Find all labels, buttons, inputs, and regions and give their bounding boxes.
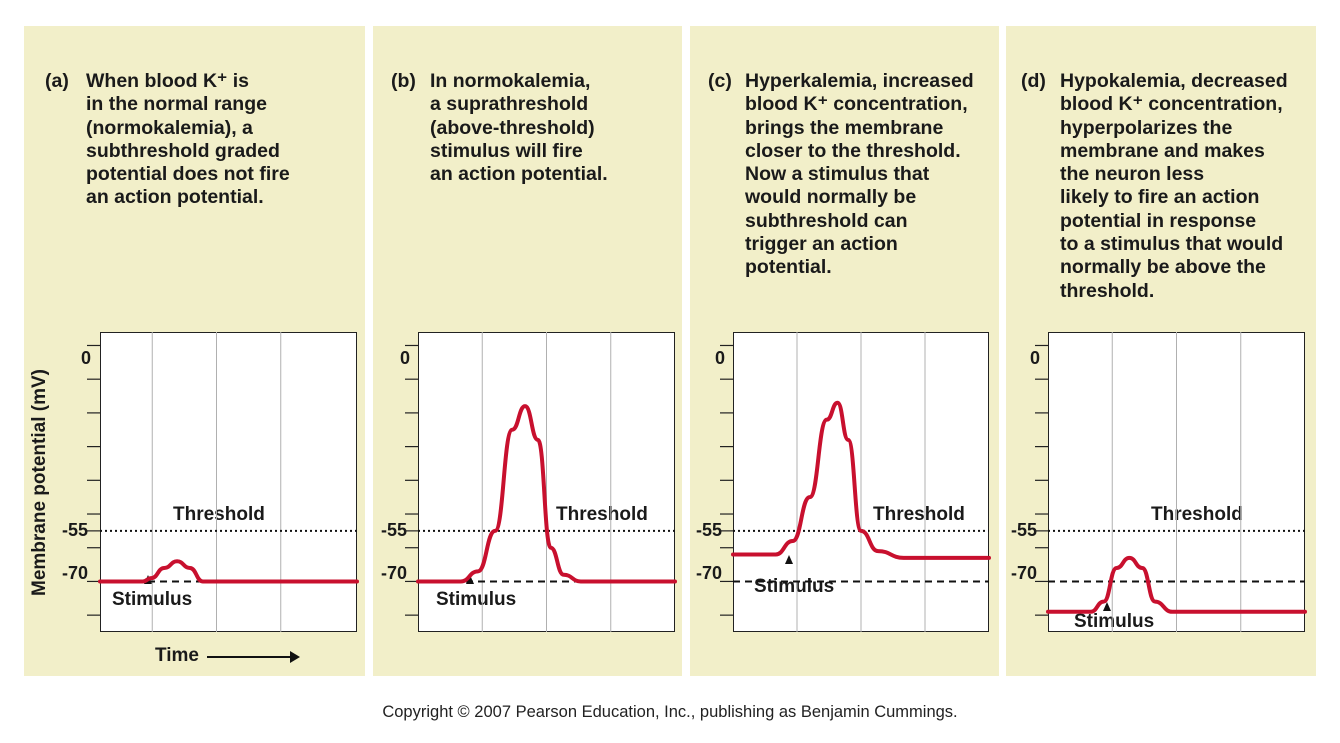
tick-label-55: -55 (381, 520, 408, 540)
tick-label-0: 0 (400, 348, 411, 368)
threshold-label: Threshold (556, 504, 648, 525)
panel-d-label: (d) (1021, 70, 1046, 92)
panel-d-text: Hypokalemia, decreased blood K⁺ concentr… (1060, 70, 1288, 302)
tick-label-55: -55 (696, 520, 723, 540)
membrane-trace (98, 559, 359, 584)
tick-label-0: 0 (715, 348, 726, 368)
tick-label-70: -70 (1011, 563, 1038, 583)
membrane-trace (416, 404, 677, 584)
threshold-label: Threshold (173, 504, 265, 525)
tick-label-0: 0 (1030, 348, 1041, 368)
membrane-trace (731, 400, 991, 560)
tick-label-70: -70 (381, 563, 408, 583)
panel-b-text: In normokalemia, a suprathreshold (above… (430, 70, 608, 186)
threshold-label: Threshold (1151, 504, 1243, 525)
tick-label-70: -70 (62, 563, 89, 583)
tick-label-55: -55 (1011, 520, 1038, 540)
tick-label-55: -55 (62, 520, 89, 540)
panel-a-label: (a) (45, 70, 69, 92)
time-arrowhead-icon (290, 651, 300, 663)
stimulus-arrow-icon (466, 575, 474, 584)
time-arrow-line (207, 656, 293, 658)
panel-b-label: (b) (391, 70, 416, 92)
membrane-trace (1046, 555, 1307, 614)
panel-c-text: Hyperkalemia, increased blood K⁺ concent… (745, 70, 974, 279)
tick-label-0: 0 (81, 348, 92, 368)
x-axis-label: Time (155, 645, 200, 666)
stimulus-label: Stimulus (1074, 611, 1155, 632)
stimulus-label: Stimulus (436, 589, 517, 610)
copyright-text: Copyright © 2007 Pearson Education, Inc.… (382, 703, 958, 721)
tick-label-70: -70 (696, 563, 723, 583)
panel-a-text: When blood K⁺ is in the normal range (no… (86, 70, 290, 209)
stimulus-arrow-icon (1103, 602, 1111, 611)
stimulus-arrow-icon (785, 555, 793, 564)
threshold-label: Threshold (873, 504, 965, 525)
panel-c-label: (c) (708, 70, 732, 92)
